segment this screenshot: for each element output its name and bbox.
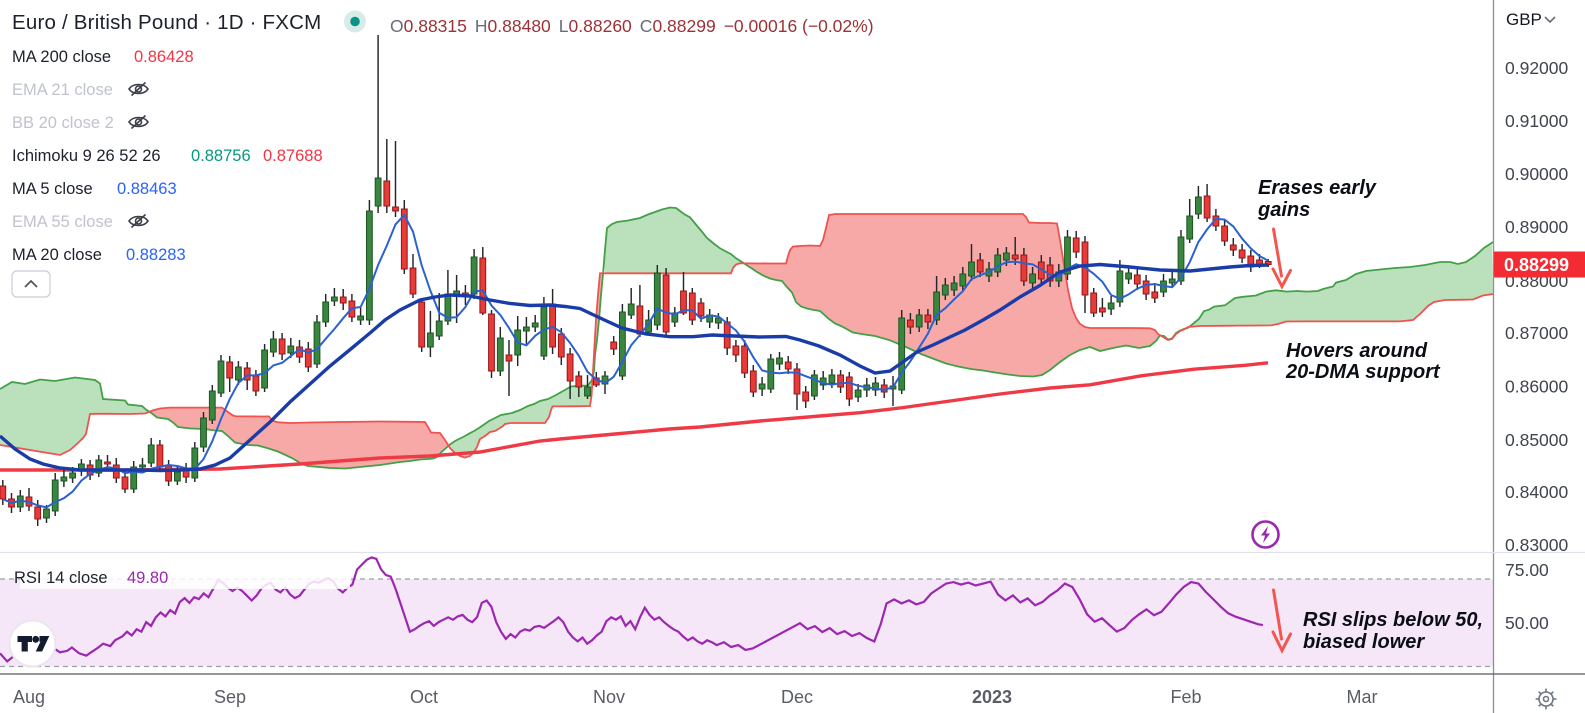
svg-text:Nov: Nov xyxy=(593,687,625,707)
svg-text:Sep: Sep xyxy=(214,687,246,707)
svg-text:MA 20 close: MA 20 close xyxy=(12,246,102,264)
svg-text:Aug: Aug xyxy=(13,687,45,707)
svg-text:0.89000: 0.89000 xyxy=(1505,217,1569,237)
svg-text:20-DMA support: 20-DMA support xyxy=(1285,361,1441,383)
svg-text:EMA 55 close: EMA 55 close xyxy=(12,213,113,231)
svg-text:gains: gains xyxy=(1257,199,1310,221)
svg-text:GBP: GBP xyxy=(1506,10,1542,29)
svg-text:Ichimoku 9 26 52 26: Ichimoku 9 26 52 26 xyxy=(12,147,161,165)
svg-text:0.84000: 0.84000 xyxy=(1505,482,1569,502)
svg-text:50.00: 50.00 xyxy=(1505,613,1549,633)
svg-text:0.85000: 0.85000 xyxy=(1505,430,1569,450)
svg-text:0.92000: 0.92000 xyxy=(1505,58,1569,78)
svg-text:75.00: 75.00 xyxy=(1505,560,1549,580)
svg-text:0.87000: 0.87000 xyxy=(1505,323,1569,343)
svg-text:EMA 21 close: EMA 21 close xyxy=(12,81,113,99)
svg-text:biased lower: biased lower xyxy=(1303,631,1425,653)
svg-text:RSI slips below 50,: RSI slips below 50, xyxy=(1303,609,1483,631)
svg-text:0.88463: 0.88463 xyxy=(117,180,177,198)
svg-text:MA 5 close: MA 5 close xyxy=(12,180,93,198)
svg-text:0.88756: 0.88756 xyxy=(191,147,251,165)
svg-text:2023: 2023 xyxy=(972,687,1012,707)
svg-text:Oct: Oct xyxy=(410,687,438,707)
svg-text:Feb: Feb xyxy=(1170,687,1201,707)
svg-text:49.80: 49.80 xyxy=(127,569,168,587)
svg-text:RSI 14 close: RSI 14 close xyxy=(14,569,108,587)
svg-text:Dec: Dec xyxy=(781,687,813,707)
svg-text:MA 200 close: MA 200 close xyxy=(12,48,111,66)
svg-text:Hovers around: Hovers around xyxy=(1286,340,1428,362)
svg-text:0.87688: 0.87688 xyxy=(263,147,323,165)
svg-text:0.90000: 0.90000 xyxy=(1505,164,1569,184)
svg-text:BB 20 close 2: BB 20 close 2 xyxy=(12,114,114,132)
svg-text:0.86428: 0.86428 xyxy=(134,48,194,66)
svg-text:Erases early: Erases early xyxy=(1258,177,1377,199)
svg-text:0.88283: 0.88283 xyxy=(126,246,186,264)
svg-text:0.83000: 0.83000 xyxy=(1505,535,1569,555)
svg-text:0.91000: 0.91000 xyxy=(1505,111,1569,131)
svg-text:0.88299: 0.88299 xyxy=(1504,255,1569,275)
svg-text:Euro / British Pound · 1D · FX: Euro / British Pound · 1D · FXCM xyxy=(12,11,321,34)
svg-text:Mar: Mar xyxy=(1347,687,1378,707)
svg-text:0.86000: 0.86000 xyxy=(1505,377,1569,397)
